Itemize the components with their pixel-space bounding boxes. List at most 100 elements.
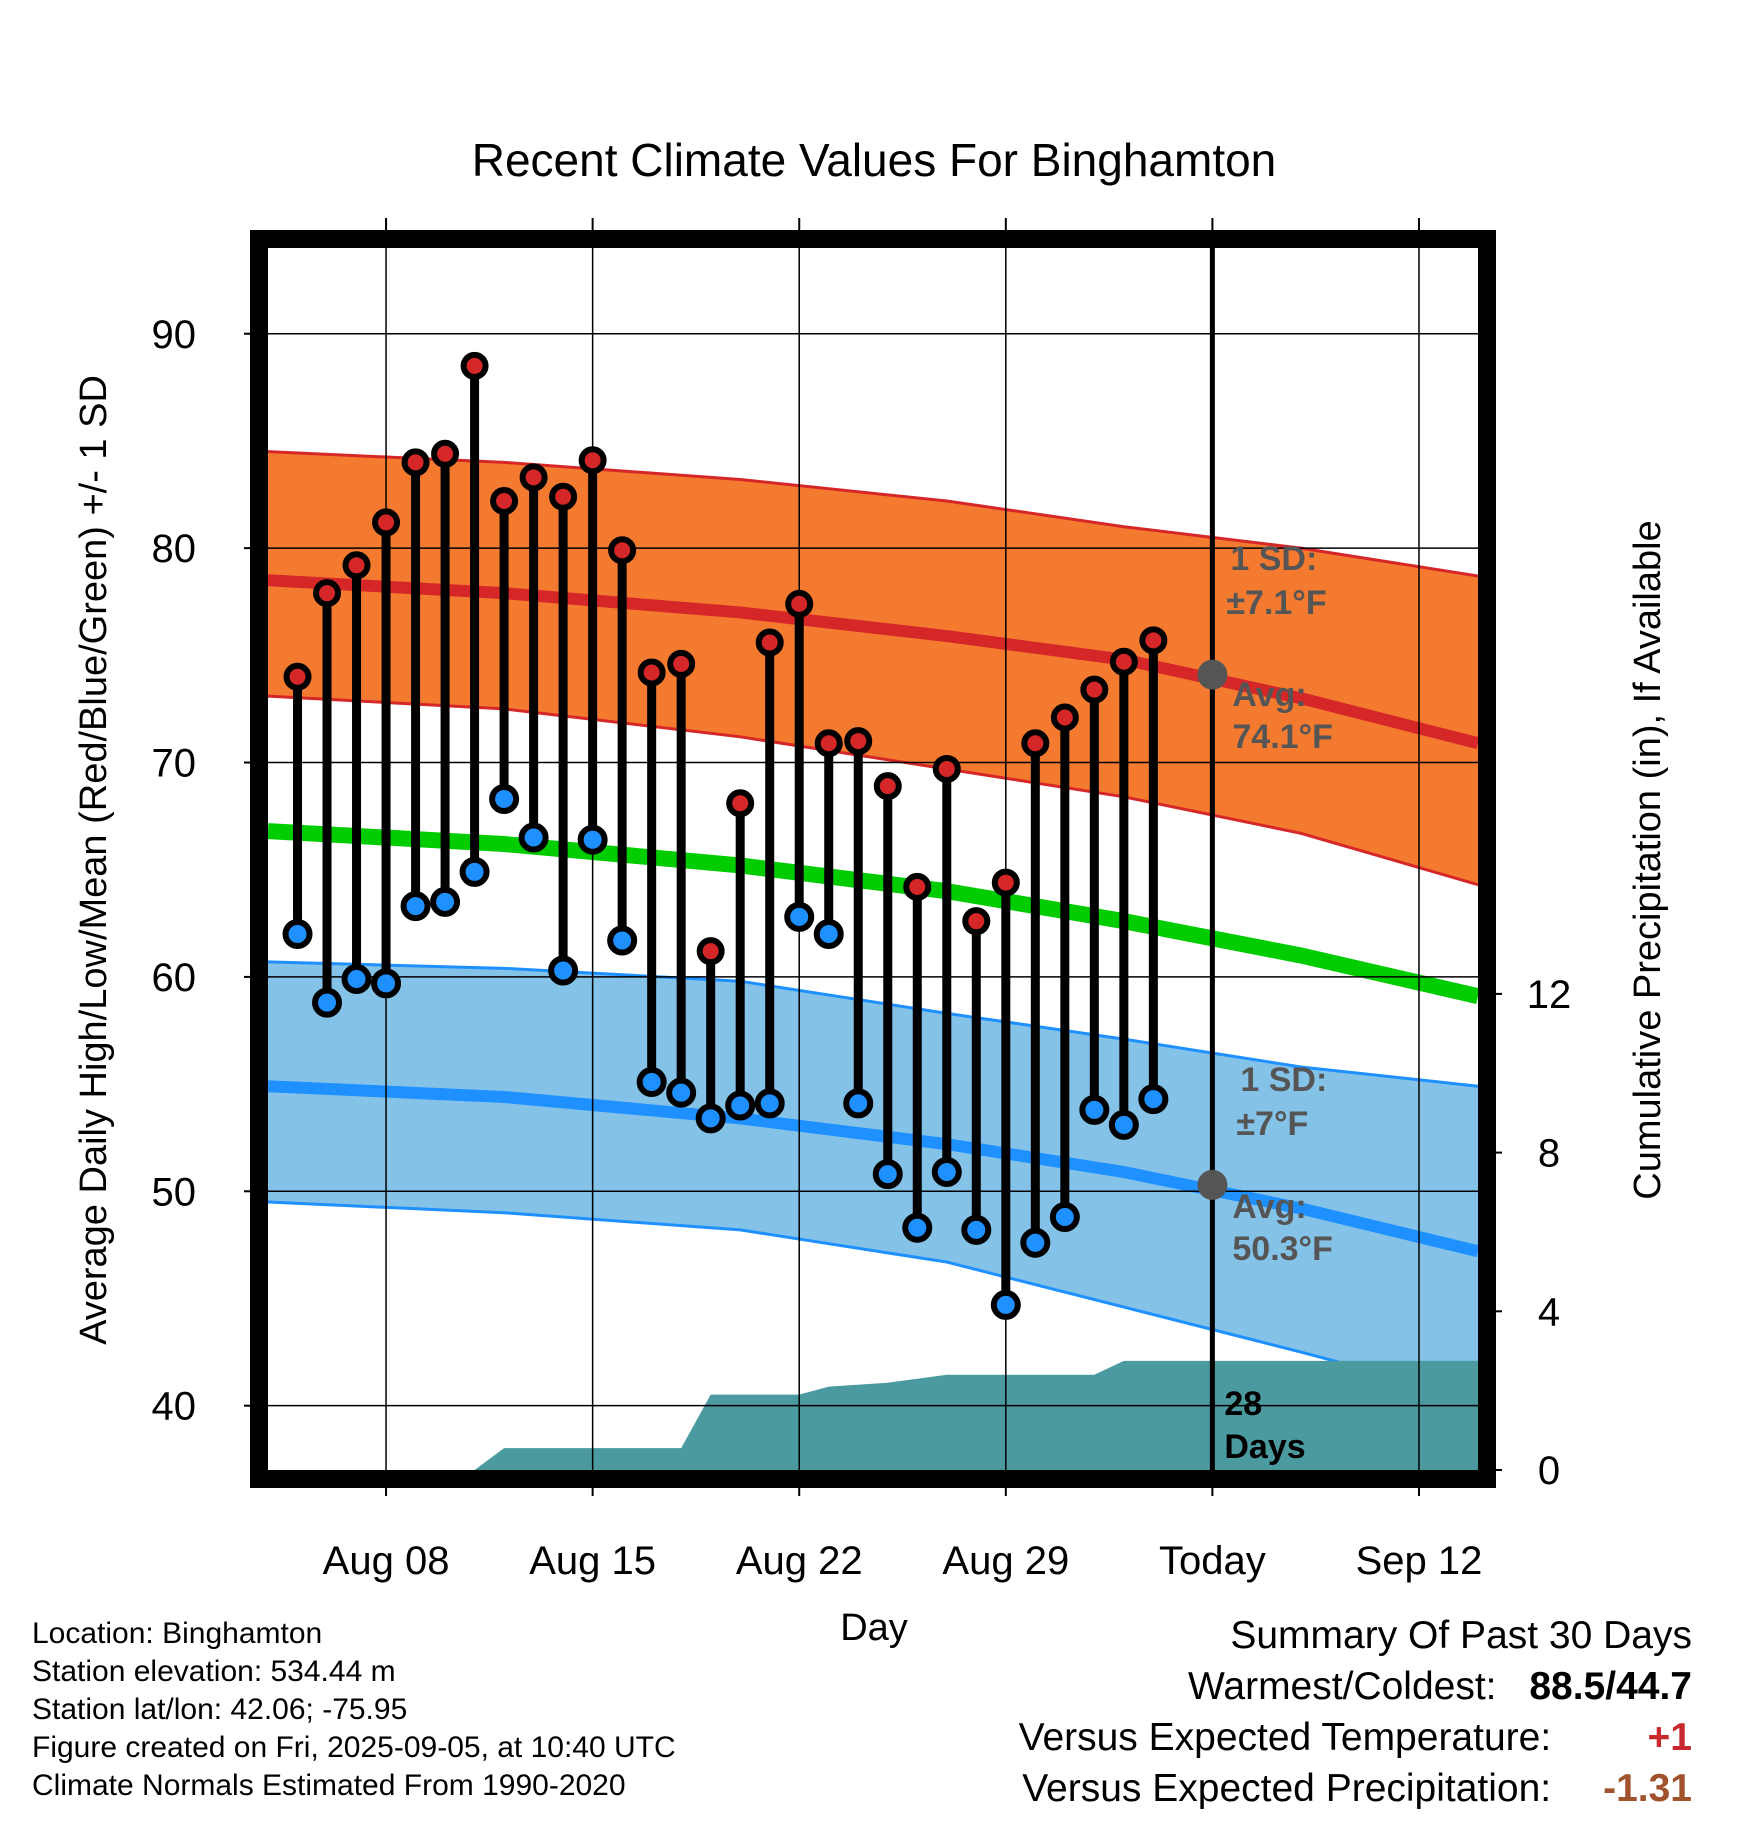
observed-low-point [607,925,638,956]
station-info: Location: Binghamton Station elevation: … [32,1615,676,1805]
precip-label: Versus Expected Precipitation: [1022,1767,1552,1810]
observed-high-point [873,772,902,801]
observed-low-point [872,1159,903,1190]
x-tick-label: Aug 22 [736,1539,863,1583]
observed-high-point [490,486,519,515]
observed-low-point [961,1214,992,1245]
observed-low-point [784,901,815,932]
x-tick-label: Aug 15 [529,1539,656,1583]
observed-low-point [725,1090,756,1121]
observed-low-point [489,783,520,814]
precip-row: Versus Expected Precipitation: -1.31 [1019,1763,1692,1814]
observed-low-point [813,919,844,950]
high-avg-label: Avg: [1232,676,1306,714]
observed-low-point [754,1088,785,1119]
days-count-number: 28 [1224,1385,1262,1423]
high-sd-value: ±7.1°F [1226,584,1326,622]
observed-high-point [1050,703,1079,732]
y-tick-label: 60 [152,956,197,1000]
warm-cold-value: 88.5/44.7 [1529,1665,1692,1708]
observed-low-point [577,824,608,855]
observed-high-point [726,789,755,818]
y-tick-label: 90 [152,313,197,357]
observed-high-point [608,536,637,565]
low-sd-band [268,961,1478,1400]
observed-low-point [312,987,343,1018]
temp-value: +1 [1647,1716,1692,1759]
observed-low-point [1079,1094,1110,1125]
low-sd-band-lower-edge [268,1200,1478,1401]
observed-low-point [282,919,313,950]
low-avg-label: Avg: [1232,1188,1306,1226]
observed-low-point [548,955,579,986]
temp-row: Versus Expected Temperature: +1 [1019,1712,1692,1763]
observed-high-point [696,937,725,966]
observed-high-point [283,662,312,691]
observed-high-point [313,579,342,608]
normals-text: Climate Normals Estimated From 1990-2020 [32,1769,626,1802]
x-tick-label: Aug 08 [323,1539,450,1583]
observed-low-point [1108,1109,1139,1140]
temp-label: Versus Expected Temperature: [1018,1716,1552,1759]
observed-low-point [666,1077,697,1108]
observed-high-point [372,508,401,537]
observed-low-point [990,1289,1021,1320]
location-text: Location: Binghamton [32,1617,323,1650]
observed-high-point [1080,675,1109,704]
summary-title: Summary Of Past 30 Days [1230,1614,1692,1657]
created-text: Figure created on Fri, 2025-09-05, at 10… [32,1731,676,1764]
y2-tick-label: 0 [1538,1449,1560,1493]
observed-high-point [667,649,696,678]
y-tick-label: 40 [152,1385,197,1429]
today-low-avg-dot [1197,1169,1228,1200]
precip-area [268,1360,1478,1470]
observed-high-point [519,463,548,492]
y-axis-label: Average Daily High/Low/Mean (Red/Blue/Gr… [73,375,115,1345]
x-tick-label: Today [1159,1539,1266,1583]
observed-high-point [785,589,814,618]
observed-high-point [431,439,460,468]
observed-high-point [991,868,1020,897]
days-count-word: Days [1224,1428,1305,1466]
observed-low-point [636,1066,667,1097]
y2-tick-label: 8 [1538,1132,1560,1176]
x-tick-label: Aug 29 [942,1539,1069,1583]
today-high-avg-dot [1197,659,1228,690]
observed-high-point [460,351,489,380]
y2-axis-label: Cumulative Precipitation (in), If Availa… [1627,520,1669,1199]
high-sd-label: 1 SD: [1230,540,1317,578]
y-tick-label: 50 [152,1170,197,1214]
observed-high-point [755,628,784,657]
warm-cold-label: Warmest/Coldest: [1188,1665,1497,1708]
y-tick-label: 70 [152,742,197,786]
y-tick-label: 80 [152,527,197,571]
low-sd-label: 1 SD: [1240,1061,1327,1099]
observed-high-point [903,872,932,901]
x-axis-label: Day [840,1607,908,1649]
observed-low-point [371,968,402,999]
precip-value: -1.31 [1603,1767,1692,1810]
observed-low-point [843,1088,874,1119]
observed-low-point [1049,1202,1080,1233]
low-sd-value: ±7°F [1236,1105,1308,1143]
observed-high-point [814,729,843,758]
warm-cold-row: Warmest/Coldest: 88.5/44.7 [1019,1661,1692,1712]
plot-frame [250,230,1496,1488]
observed-low-point [430,886,461,917]
high-avg-value: 74.1°F [1232,718,1333,756]
latlon-text: Station lat/lon: 42.06; -75.95 [32,1693,408,1726]
x-tick-label: Sep 12 [1356,1539,1483,1583]
observed-high-point [1109,647,1138,676]
y2-tick-label: 12 [1527,973,1572,1017]
observed-high-point [342,551,371,580]
observed-high-point [578,446,607,475]
elevation-text: Station elevation: 534.44 m [32,1655,396,1688]
chart-title: Recent Climate Values For Binghamton [472,134,1277,186]
observed-high-point [962,907,991,936]
observed-high-point [1139,626,1168,655]
summary-panel: Summary Of Past 30 Days Warmest/Coldest:… [1019,1610,1692,1814]
high-sd-band [268,451,1478,885]
observed-low-point [902,1212,933,1243]
observed-high-point [1021,729,1050,758]
